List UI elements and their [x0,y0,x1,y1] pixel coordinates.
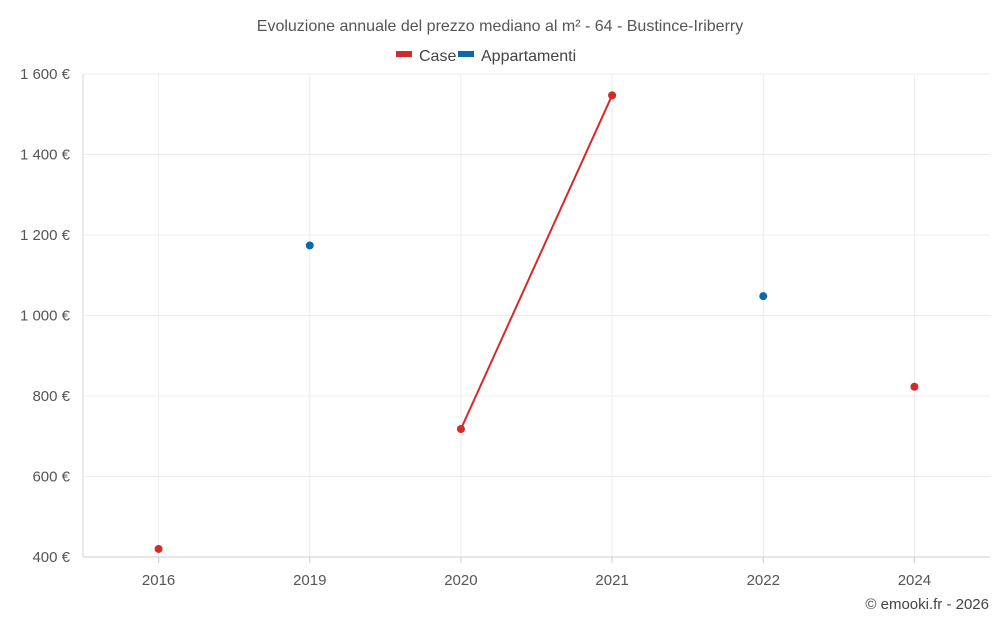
legend-label: Case [419,48,456,65]
credit-text: © emooki.fr - 2026 [865,596,989,613]
legend-item-appartamenti[interactable]: Appartamenti [458,48,576,65]
legend-swatch [458,51,474,57]
series-line-case [460,94,613,430]
y-tick-label: 600 € [32,469,70,486]
data-point-appartamenti[interactable] [305,241,314,250]
legend: Case Appartamenti [396,48,576,65]
y-tick-label: 1 200 € [20,227,71,244]
y-tick-label: 1 000 € [20,308,71,325]
x-tick-label: 2022 [747,572,780,589]
y-tick-label: 800 € [32,388,70,405]
chart-title: Evoluzione annuale del prezzo mediano al… [257,18,743,35]
legend-item-case[interactable]: Case [396,48,456,65]
x-tick-label: 2020 [444,572,477,589]
y-tick-label: 1 400 € [20,147,71,164]
series-lines [460,94,613,430]
data-points [154,91,919,553]
y-axis-labels: 400 € 600 € 800 € 1 000 € 1 200 € 1 400 € 1 60… [20,66,71,566]
legend-label: Appartamenti [481,48,576,65]
y-tick-label: 400 € [32,549,70,566]
y-tick-label: 1 600 € [20,66,71,83]
data-point-case[interactable] [456,425,465,434]
data-point-appartamenti[interactable] [759,292,768,301]
x-axis-labels: 2016 2019 2020 2021 2022 2024 [142,572,931,589]
grid [83,73,990,557]
data-point-case[interactable] [608,91,617,100]
legend-swatch [396,51,412,57]
x-tick-label: 2024 [898,572,931,589]
data-point-case[interactable] [910,382,919,391]
x-tick-label: 2021 [595,572,628,589]
x-tick-label: 2016 [142,572,175,589]
data-point-case[interactable] [154,544,163,553]
x-tick-label: 2019 [293,572,326,589]
axes [82,74,990,563]
